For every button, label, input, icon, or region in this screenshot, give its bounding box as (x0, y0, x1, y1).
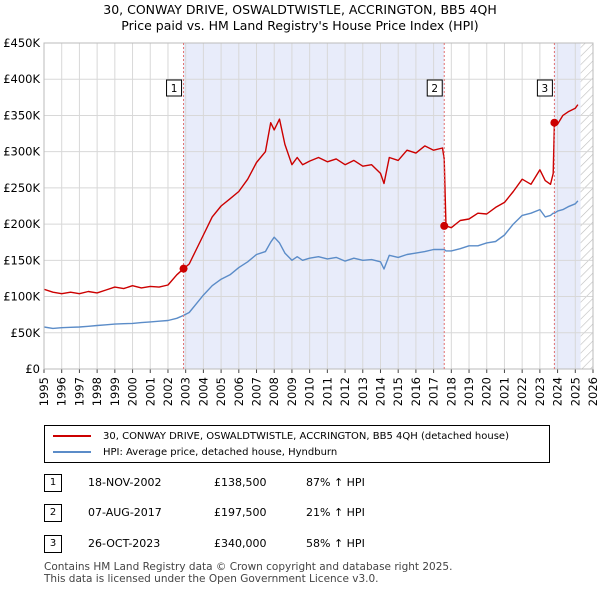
x-tick-label: 2015 (391, 377, 405, 406)
sale-hpi-change: 87% ↑ HPI (306, 476, 365, 489)
x-tick-label: 2011 (320, 377, 334, 406)
legend-item-property: 30, CONWAY DRIVE, OSWALDTWISTLE, ACCRING… (53, 428, 509, 444)
x-tick-label: 2014 (373, 377, 387, 406)
footer-copyright: Contains HM Land Registry data © Crown c… (44, 561, 453, 573)
x-tick-label: 2004 (196, 377, 210, 406)
chart-title-line2: Price paid vs. HM Land Registry's House … (121, 18, 479, 33)
sale-marker-badge (426, 79, 443, 97)
x-tick-label: 1999 (108, 377, 122, 406)
x-tick-label: 2001 (143, 377, 157, 406)
footer-licence: This data is licensed under the Open Gov… (44, 573, 379, 585)
y-tick-label: £300K (3, 145, 40, 159)
shaded-period (183, 43, 445, 369)
y-tick-label: £50K (11, 326, 41, 340)
x-tick-label: 1998 (90, 377, 104, 406)
sale-point (550, 118, 559, 127)
sale-hpi-change: 21% ↑ HPI (306, 506, 365, 519)
x-tick-label: 1996 (55, 377, 69, 406)
sale-point (440, 221, 449, 230)
x-tick-label: 2020 (480, 377, 494, 406)
legend-item-hpi: HPI: Average price, detached house, Hynd… (53, 444, 337, 460)
sale-number-badge: 2 (44, 504, 62, 522)
y-tick-label: £450K (3, 36, 40, 50)
x-tick-label: 2003 (179, 377, 193, 406)
sale-row: 3 26-OCT-2023 £340,000 58% ↑ HPI (44, 535, 564, 553)
sale-number-badge: 3 (44, 535, 62, 553)
plot-frame (43, 42, 594, 370)
x-tick-label: 2022 (515, 377, 529, 406)
legend-swatch-property (53, 435, 91, 437)
y-tick-label: £350K (3, 108, 40, 122)
x-tick-label: 2000 (126, 377, 140, 406)
x-tick-label: 2002 (161, 377, 175, 406)
sale-marker-badge (166, 79, 183, 97)
y-tick-label: £100K (3, 290, 40, 304)
footer: Contains HM Land Registry data © Crown c… (44, 561, 452, 585)
x-tick-label: 2017 (427, 377, 441, 406)
sale-price: £197,500 (214, 506, 267, 519)
legend-label-hpi: HPI: Average price, detached house, Hynd… (103, 446, 338, 458)
x-tick-label: 2016 (409, 377, 423, 406)
legend-label-property: 30, CONWAY DRIVE, OSWALDTWISTLE, ACCRING… (103, 430, 509, 442)
x-tick-label: 2024 (551, 377, 565, 406)
x-tick-label: 2006 (232, 377, 246, 406)
sale-date: 07-AUG-2017 (88, 506, 162, 519)
x-tick-label: 2008 (267, 377, 281, 406)
x-tick-label: 1997 (72, 377, 86, 406)
x-tick-label: 1995 (37, 377, 51, 406)
legend-swatch-hpi (53, 451, 91, 453)
series-line (44, 104, 579, 295)
sale-marker-label: 1 (171, 83, 178, 95)
sale-row: 1 18-NOV-2002 £138,500 87% ↑ HPI (44, 474, 564, 492)
x-tick-label: 2005 (214, 377, 228, 406)
x-tick-label: 2009 (285, 377, 299, 406)
x-tick-label: 2023 (533, 377, 547, 406)
x-tick-label: 2007 (250, 377, 264, 406)
price-chart: £0 £50K £100K £150K £200K £250K £300K £350K £400… (3, 36, 600, 406)
x-tick-label: 2018 (444, 377, 458, 406)
x-tick-label: 2013 (356, 377, 370, 406)
y-tick-label: £200K (3, 217, 40, 231)
sale-marker-label: 2 (431, 83, 438, 95)
y-tick-label: £150K (3, 253, 40, 267)
forecast-hatch (580, 43, 593, 369)
y-tick-label: £250K (3, 181, 40, 195)
y-tick-label: £400K (3, 72, 40, 86)
sale-marker-badge (536, 79, 553, 97)
sale-date: 18-NOV-2002 (88, 476, 162, 489)
sale-price: £340,000 (214, 537, 267, 550)
legend: 30, CONWAY DRIVE, OSWALDTWISTLE, ACCRING… (44, 425, 550, 463)
x-tick-label: 2025 (568, 377, 582, 406)
x-tick-label: 2026 (586, 377, 600, 406)
x-tick-label: 2021 (497, 377, 511, 406)
series-line (44, 200, 579, 330)
sale-price: £138,500 (214, 476, 267, 489)
sale-marker-label: 3 (542, 83, 549, 95)
x-tick-label: 2010 (303, 377, 317, 406)
chart-title-line1: 30, CONWAY DRIVE, OSWALDTWISTLE, ACCRING… (103, 2, 497, 17)
sale-number-badge: 1 (44, 474, 62, 492)
sale-hpi-change: 58% ↑ HPI (306, 537, 365, 550)
shaded-period (554, 43, 581, 369)
sale-row: 2 07-AUG-2017 £197,500 21% ↑ HPI (44, 504, 564, 522)
y-tick-label: £0 (25, 362, 40, 376)
sale-point (179, 264, 188, 273)
x-tick-label: 2019 (462, 377, 476, 406)
sale-date: 26-OCT-2023 (88, 537, 161, 550)
x-tick-label: 2012 (338, 377, 352, 406)
